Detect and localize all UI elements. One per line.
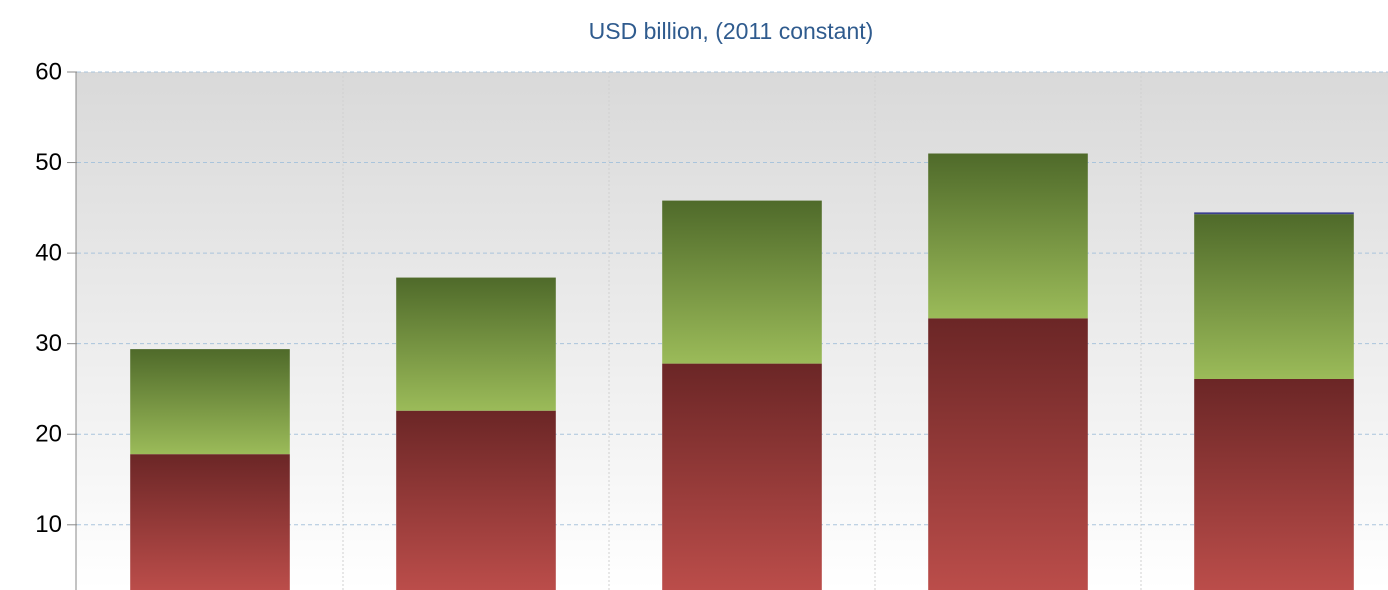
- bar-segment: [1194, 378, 1354, 590]
- bar-segment: [928, 153, 1088, 319]
- bar-segment: [1194, 214, 1354, 379]
- bar-segment: [130, 349, 290, 455]
- bar-segment: [130, 454, 290, 590]
- bar-segment: [396, 410, 556, 590]
- bar-segment: [662, 200, 822, 364]
- bar-segment: [396, 277, 556, 411]
- y-tick-label: 50: [35, 149, 62, 176]
- chart-title: USD billion, (2011 constant): [589, 18, 874, 44]
- bar-segment: [928, 318, 1088, 590]
- bar-segment: [1194, 212, 1354, 215]
- y-tick-label: 30: [35, 330, 62, 357]
- y-tick-label: 40: [35, 239, 62, 266]
- y-tick-label: 10: [35, 511, 62, 538]
- y-tick-label: 20: [35, 421, 62, 448]
- bar-segment: [662, 363, 822, 590]
- y-tick-label: 60: [35, 58, 62, 85]
